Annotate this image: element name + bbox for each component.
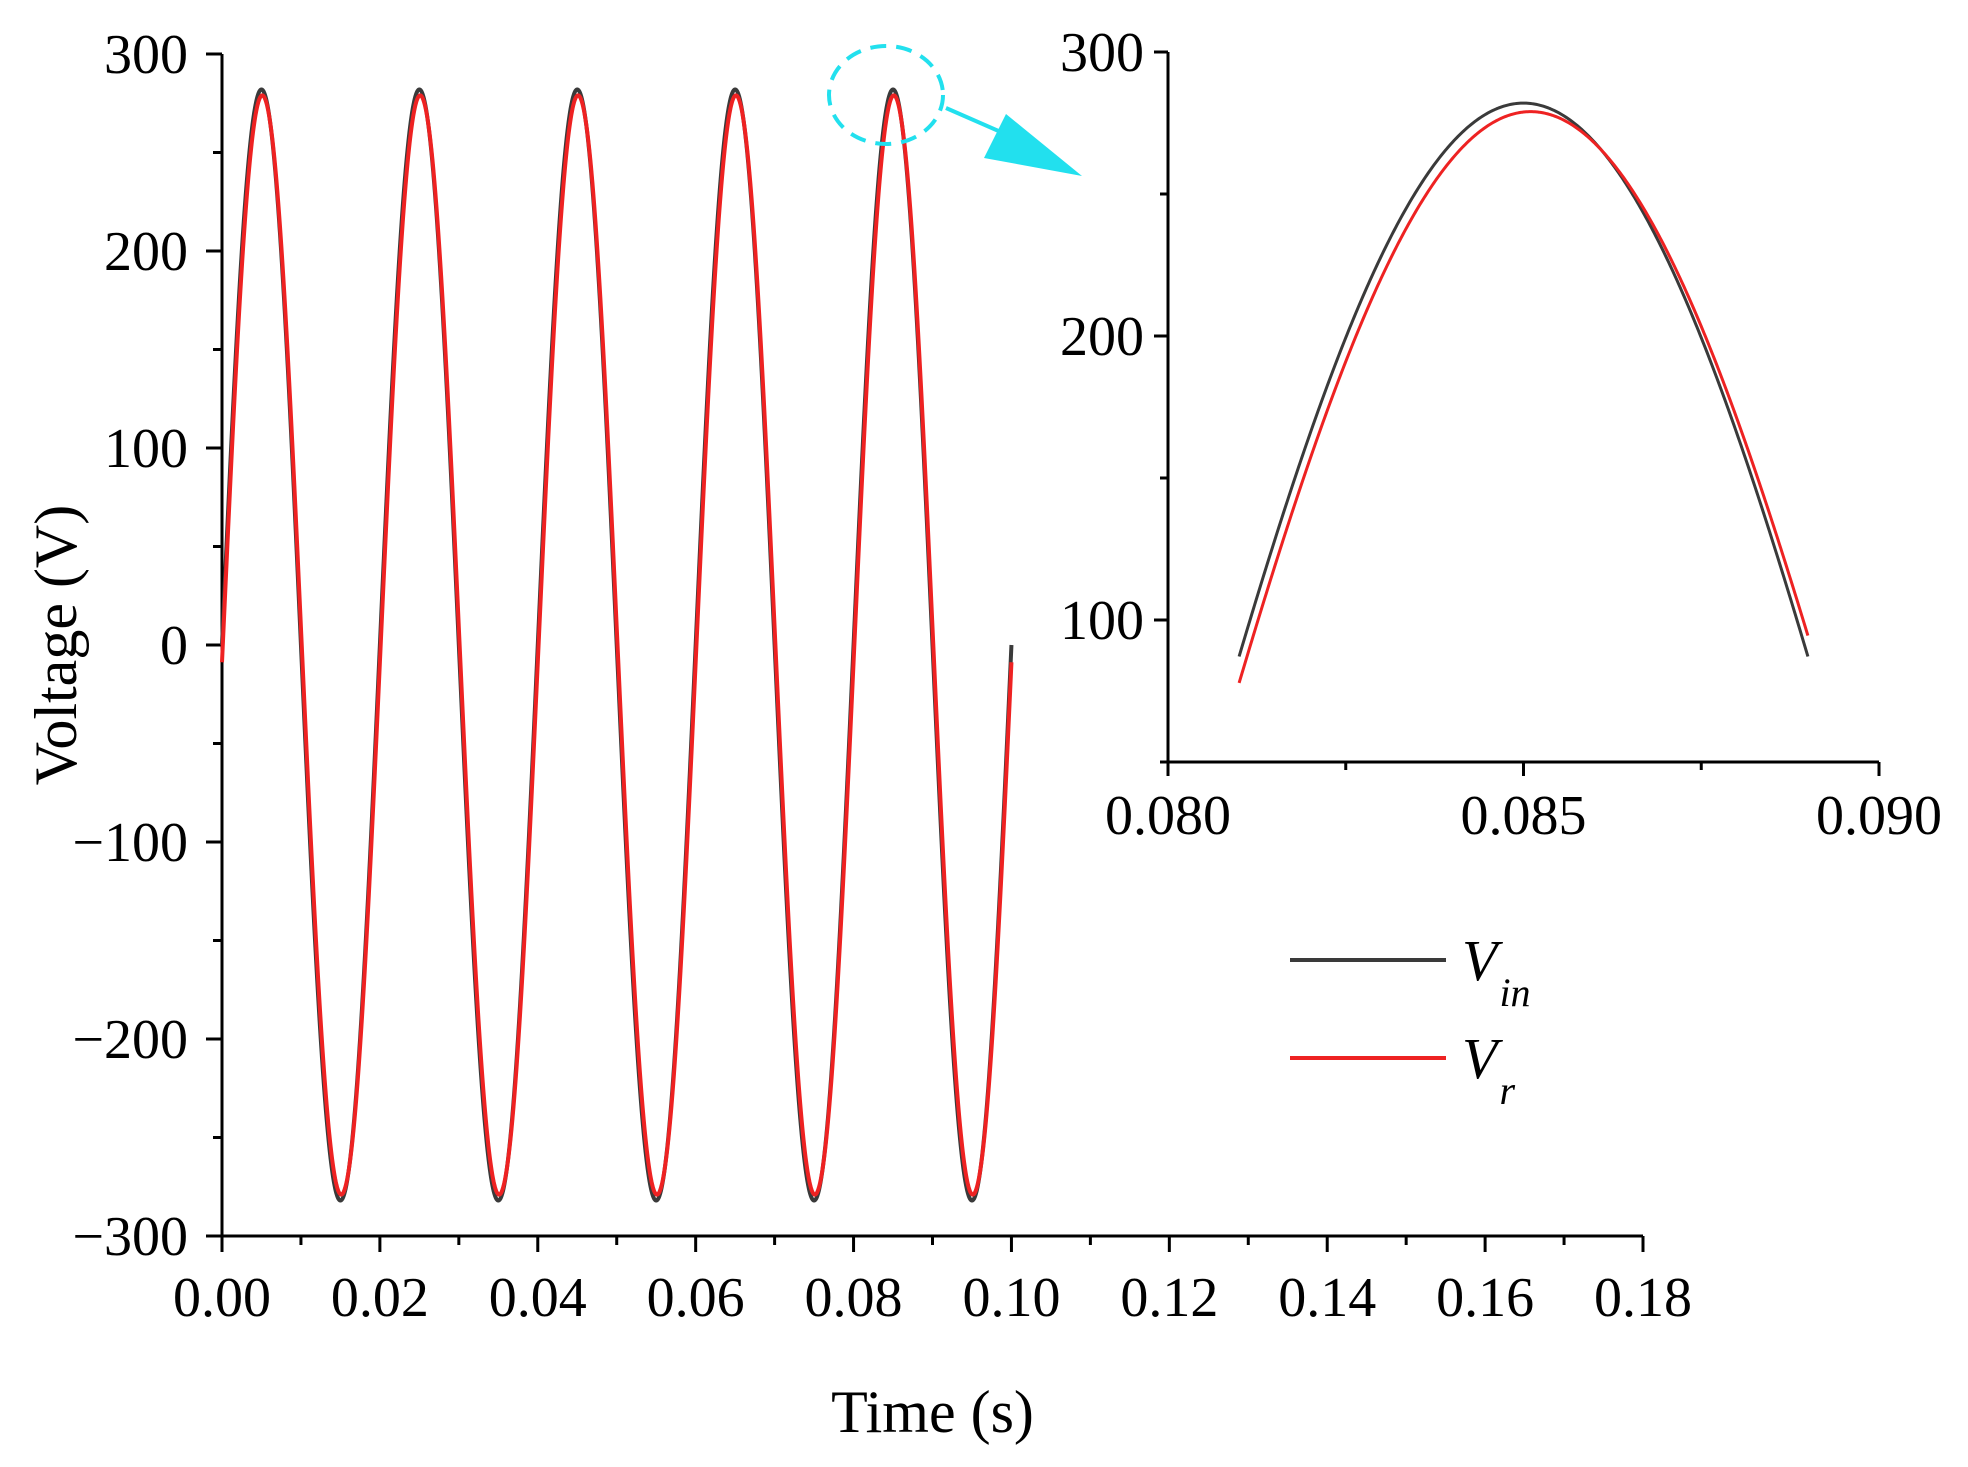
- y-tick-label: 200: [1060, 306, 1144, 368]
- inset-plot: 0.080 0.085 0.090 300 200 100: [1060, 22, 1942, 847]
- legend-label: Vin: [1462, 928, 1531, 1015]
- series-line-v-in: [1237, 101, 1810, 657]
- y-tick-label: 0: [160, 615, 188, 677]
- x-tick-label: 0.18: [1594, 1267, 1692, 1329]
- x-axis-title: Time (s): [831, 1379, 1034, 1445]
- x-tick-label: 0.04: [489, 1267, 587, 1329]
- x-tick-label: 0.08: [805, 1267, 903, 1329]
- series-line-v-r: [1237, 110, 1810, 684]
- x-tick-label: 0.16: [1436, 1267, 1534, 1329]
- y-tick-label: 100: [1060, 590, 1144, 652]
- legend-label: Vr: [1462, 1026, 1515, 1113]
- y-tick-label: −300: [72, 1206, 188, 1268]
- x-tick-label: 0.10: [962, 1267, 1060, 1329]
- y-axis-title: Voltage (V): [23, 505, 89, 786]
- x-tick-label: 0.085: [1461, 785, 1587, 847]
- y-tick-label: 300: [1060, 22, 1144, 84]
- x-tick-label: 0.080: [1105, 785, 1231, 847]
- y-tick-label: −100: [72, 812, 188, 874]
- zoom-arrow-head: [984, 114, 1082, 176]
- y-tick-label: 200: [104, 221, 188, 283]
- x-tick-label: 0.14: [1278, 1267, 1376, 1329]
- legend: Vin Vr: [1290, 928, 1531, 1113]
- y-tick-label: −200: [72, 1009, 188, 1071]
- x-tick-label: 0.090: [1816, 785, 1942, 847]
- x-tick-label: 0.00: [173, 1267, 271, 1329]
- series-line-v-r: [220, 93, 1014, 1197]
- main-plot: 0.00 0.02 0.04 0.06 0.08 0.10 0.12 0.14 0.16 0.18…: [23, 24, 1692, 1445]
- zoom-region-ellipse: [827, 44, 945, 146]
- x-tick-label: 0.02: [331, 1267, 429, 1329]
- x-tick-label: 0.12: [1120, 1267, 1218, 1329]
- x-tick-label: 0.06: [647, 1267, 745, 1329]
- y-tick-label: 300: [104, 24, 188, 86]
- zoom-marker: [827, 44, 1082, 176]
- y-tick-label: 100: [104, 418, 188, 480]
